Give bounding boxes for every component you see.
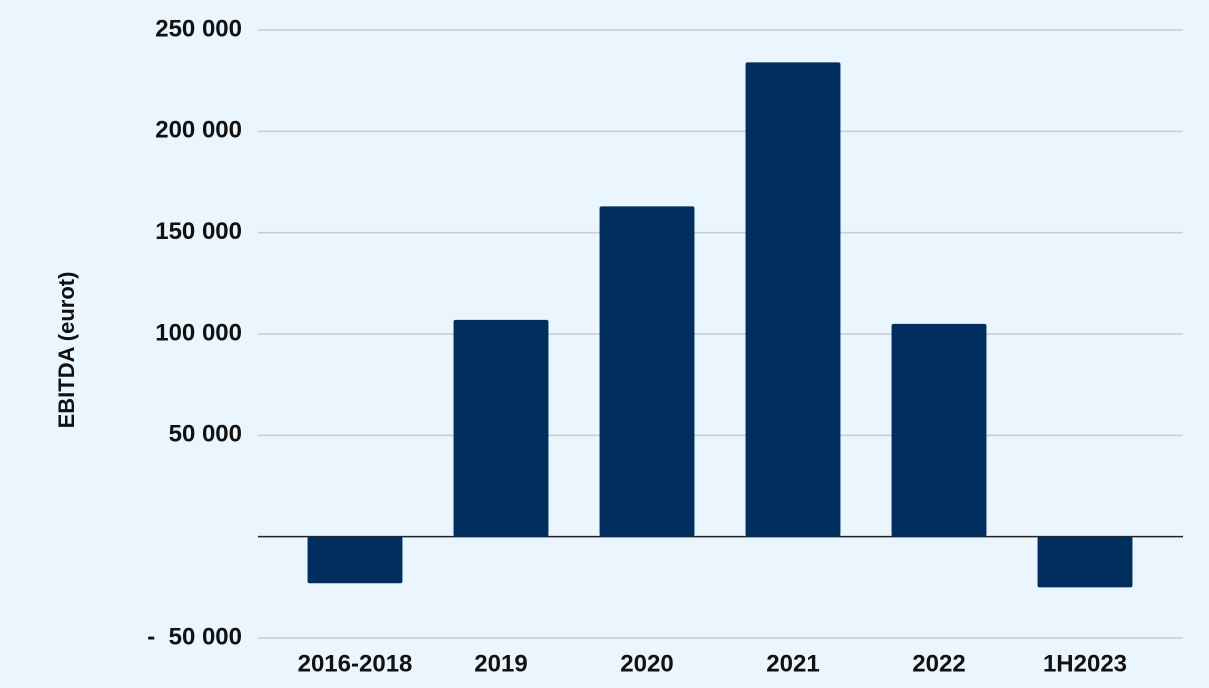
bar (599, 206, 695, 537)
y-tick-label: 200 000 (155, 117, 242, 144)
x-tick-label: 1H2023 (1043, 650, 1127, 677)
x-tick-label: 2016-2018 (298, 650, 413, 677)
bar (1037, 536, 1133, 588)
y-tick-label: 50 000 (169, 421, 242, 448)
bar (891, 323, 987, 537)
y-tick-label: 100 000 (155, 319, 242, 346)
y-tick-label: 150 000 (155, 218, 242, 245)
x-tick-label: 2019 (474, 650, 527, 677)
y-tick-label: - 50 000 (147, 623, 242, 650)
x-tick-label: 2021 (766, 650, 819, 677)
bar (453, 319, 549, 537)
y-axis-label: EBITDA (eurot) (54, 272, 79, 429)
x-tick-label: 2020 (620, 650, 673, 677)
bar (307, 536, 403, 584)
y-tick-label: 250 000 (155, 15, 242, 42)
x-tick-label: 2022 (912, 650, 965, 677)
bar (745, 62, 841, 537)
